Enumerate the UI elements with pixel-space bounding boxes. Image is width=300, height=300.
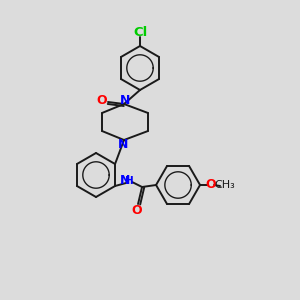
Text: N: N bbox=[120, 175, 130, 188]
Text: CH₃: CH₃ bbox=[215, 180, 236, 190]
Text: O: O bbox=[206, 178, 216, 190]
Text: H: H bbox=[125, 176, 134, 186]
Text: N: N bbox=[120, 94, 130, 106]
Text: O: O bbox=[97, 94, 107, 107]
Text: N: N bbox=[118, 137, 128, 151]
Text: Cl: Cl bbox=[133, 26, 147, 38]
Text: O: O bbox=[132, 203, 142, 217]
